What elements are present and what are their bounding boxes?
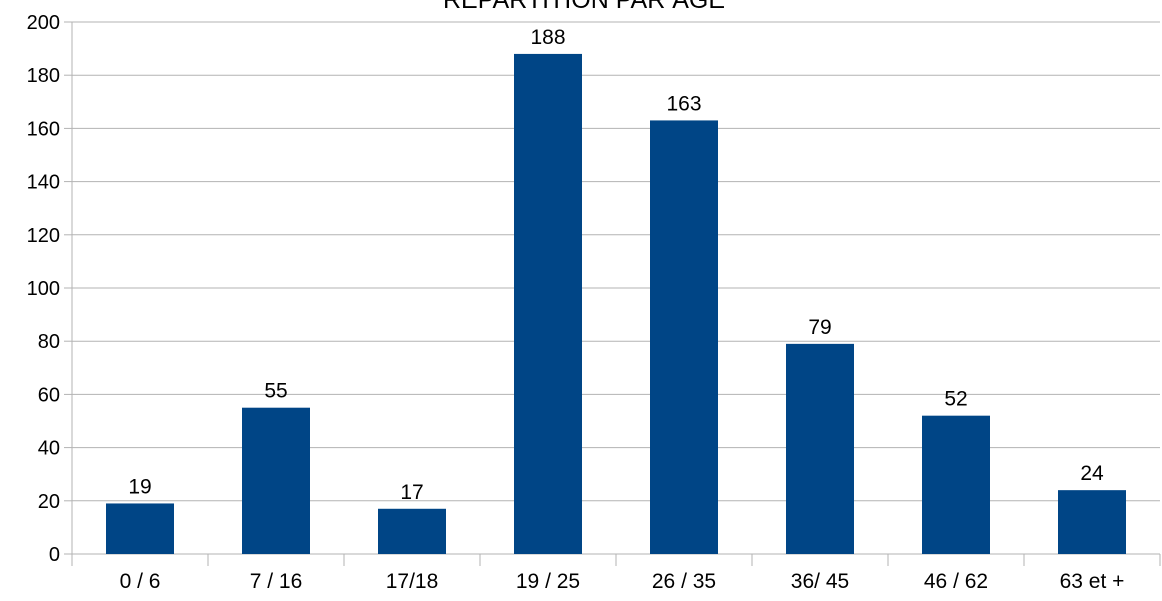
x-tick-label: 46 / 62 xyxy=(924,570,988,593)
y-tick-label: 180 xyxy=(27,65,60,87)
y-tick-label: 20 xyxy=(38,491,60,513)
data-label: 17 xyxy=(400,481,423,504)
data-label: 79 xyxy=(808,316,831,339)
y-tick-label: 40 xyxy=(38,438,60,460)
y-tick-label: 80 xyxy=(38,331,60,353)
bars-layer xyxy=(106,53,1126,555)
bar xyxy=(242,407,310,554)
bar xyxy=(922,415,990,554)
x-tick-label: 63 et + xyxy=(1060,570,1125,593)
bar xyxy=(514,53,582,555)
data-label: 52 xyxy=(944,388,967,411)
bar xyxy=(378,508,446,554)
data-label: 188 xyxy=(530,26,565,49)
x-tick-label: 19 / 25 xyxy=(516,570,580,593)
bar xyxy=(1058,490,1126,554)
x-tick-label: 7 / 16 xyxy=(250,570,303,593)
axis-layer xyxy=(64,21,1161,566)
chart-title: RÉPARTITION PAR ÂGE xyxy=(443,0,725,14)
x-tick-label: 0 / 6 xyxy=(120,570,161,593)
y-tick-label: 0 xyxy=(49,544,60,566)
data-label: 55 xyxy=(264,380,287,403)
y-tick-label: 120 xyxy=(27,225,60,247)
grid-layer xyxy=(72,21,1160,555)
x-tick-label: 26 / 35 xyxy=(652,570,716,593)
bar xyxy=(786,343,854,554)
y-tick-label: 140 xyxy=(27,172,60,194)
data-label: 163 xyxy=(666,92,701,115)
bar xyxy=(106,503,174,554)
y-tick-label: 100 xyxy=(27,278,60,300)
bar xyxy=(650,120,718,555)
x-tick-label: 36/ 45 xyxy=(791,570,849,593)
y-tick-label: 160 xyxy=(27,118,60,140)
labels-layer: 0 20 40 60 80 100 120 140 160 180 200 19 0 / 6 55 7 / … xyxy=(27,12,1125,593)
data-label: 19 xyxy=(128,475,151,498)
data-label: 24 xyxy=(1080,462,1104,485)
y-tick-label: 60 xyxy=(38,384,60,406)
x-tick-label: 17/18 xyxy=(386,570,439,593)
y-tick-label: 200 xyxy=(27,12,60,34)
